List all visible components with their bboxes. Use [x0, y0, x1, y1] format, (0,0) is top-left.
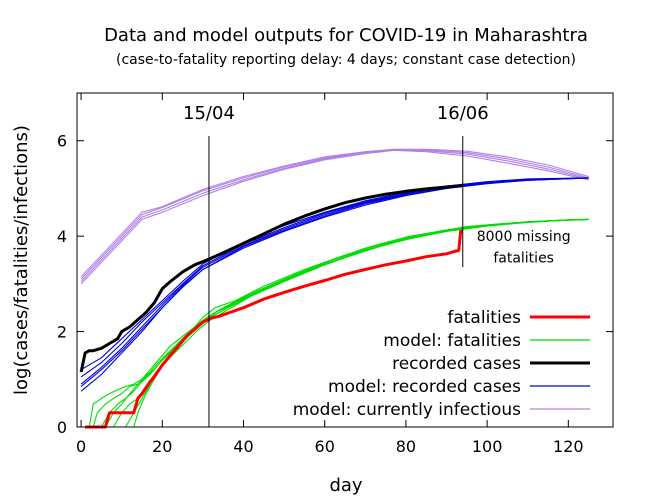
series-line-recorded-cases — [79, 184, 463, 373]
y-tick-label: 4 — [57, 227, 67, 246]
x-tick-label: 80 — [396, 437, 416, 456]
legend-label-fatalities: fatalities — [447, 308, 521, 328]
series-line-model-currently-infectious-run-1 — [80, 149, 589, 285]
series-line-model-recorded-cases-run-3 — [80, 177, 589, 378]
vertical-marker-label: 16/06 — [437, 103, 489, 124]
chart-subtitle: (case-to-fatality reporting delay: 4 day… — [116, 52, 576, 68]
annotation-layer: 8000 missing fatalities — [477, 229, 571, 266]
x-tick-label: 60 — [315, 437, 335, 456]
y-tick-label: 2 — [57, 323, 67, 342]
annotation-text: fatalities — [493, 251, 554, 267]
annotation-text: 8000 missing — [477, 229, 571, 245]
legend-label-recorded-cases: recorded cases — [392, 354, 521, 374]
legend: fatalities model: fatalities recorded case… — [293, 308, 590, 420]
y-tick-label: 0 — [57, 418, 67, 437]
series-line-model-currently-infectious-run-3 — [80, 149, 589, 280]
series-line-model-currently-infectious-run-4 — [80, 148, 589, 278]
x-tick-label: 20 — [152, 437, 172, 456]
series-line-fatalities — [85, 229, 463, 429]
chart-title: Data and model outputs for COVID-19 in M… — [104, 25, 588, 46]
x-tick-label: 40 — [233, 437, 253, 456]
y-axis-label: log(cases/fatalities/infections) — [11, 125, 32, 395]
legend-label-model-fatalities: model: fatalities — [383, 331, 521, 351]
x-tick-label: 0 — [76, 437, 86, 456]
series-fatalities — [85, 229, 463, 429]
series-line-model-recorded-cases-run-5 — [80, 177, 589, 387]
series-layer — [79, 148, 589, 429]
plot-frame — [76, 92, 614, 428]
legend-label-model-currently-infectious: model: currently infectious — [293, 400, 521, 420]
x-tick-label: 120 — [553, 437, 584, 456]
series-model-recorded-cases — [80, 177, 589, 392]
series-line-model-currently-infectious-run-2 — [80, 149, 589, 282]
marker-layer: 15/04 16/06 — [183, 103, 489, 427]
series-model-currently-infectious — [80, 148, 589, 285]
vertical-marker-label: 15/04 — [183, 103, 235, 124]
x-tick-label: 100 — [472, 437, 503, 456]
y-tick-label: 6 — [57, 132, 67, 151]
legend-label-model-recorded-cases: model: recorded cases — [328, 377, 521, 397]
x-axis-label: day — [329, 475, 362, 496]
series-recorded-cases — [79, 184, 463, 373]
axes-layer: 0 20 40 60 80 100 120 0 2 4 6 — [57, 93, 613, 456]
